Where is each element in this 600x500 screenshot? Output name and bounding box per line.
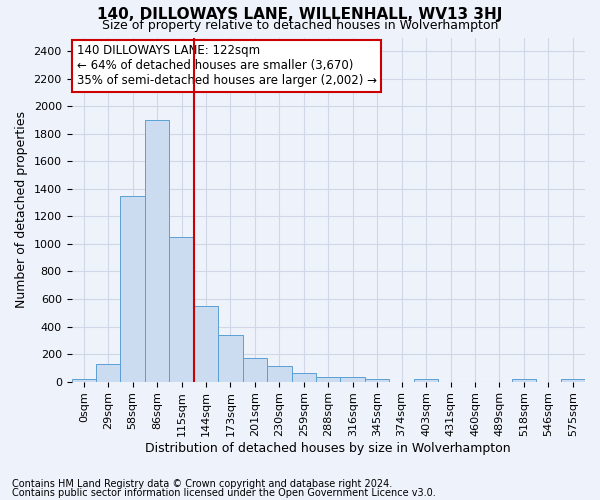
- Bar: [194, 306, 218, 382]
- Bar: [71, 379, 96, 382]
- Bar: [512, 378, 536, 382]
- Bar: [121, 196, 145, 382]
- X-axis label: Distribution of detached houses by size in Wolverhampton: Distribution of detached houses by size …: [145, 442, 511, 455]
- Bar: [292, 374, 316, 382]
- Bar: [340, 378, 365, 382]
- Bar: [145, 120, 169, 382]
- Y-axis label: Number of detached properties: Number of detached properties: [15, 111, 28, 308]
- Bar: [365, 378, 389, 382]
- Bar: [96, 364, 121, 382]
- Bar: [218, 335, 242, 382]
- Bar: [316, 377, 340, 382]
- Bar: [267, 366, 292, 382]
- Bar: [414, 378, 438, 382]
- Text: Contains public sector information licensed under the Open Government Licence v3: Contains public sector information licen…: [12, 488, 436, 498]
- Bar: [560, 379, 585, 382]
- Text: Size of property relative to detached houses in Wolverhampton: Size of property relative to detached ho…: [102, 18, 498, 32]
- Bar: [169, 237, 194, 382]
- Bar: [242, 358, 267, 382]
- Text: 140, DILLOWAYS LANE, WILLENHALL, WV13 3HJ: 140, DILLOWAYS LANE, WILLENHALL, WV13 3H…: [97, 8, 503, 22]
- Text: 140 DILLOWAYS LANE: 122sqm
← 64% of detached houses are smaller (3,670)
35% of s: 140 DILLOWAYS LANE: 122sqm ← 64% of deta…: [77, 44, 377, 88]
- Text: Contains HM Land Registry data © Crown copyright and database right 2024.: Contains HM Land Registry data © Crown c…: [12, 479, 392, 489]
